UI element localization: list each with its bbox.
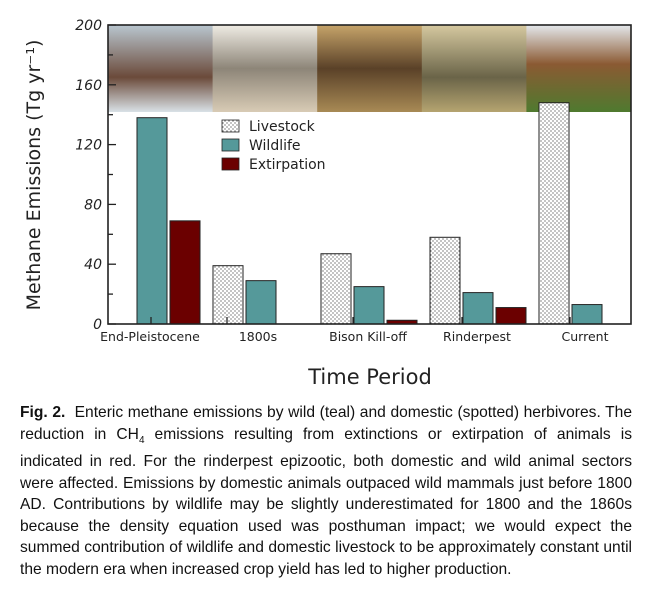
bar-livestock-3 bbox=[429, 236, 461, 325]
bar-livestock-2 bbox=[320, 253, 352, 325]
legend-swatch-wildlife bbox=[221, 138, 240, 152]
legend-swatch-livestock bbox=[221, 119, 240, 133]
caption-text-2: emissions resulting from extinctions or … bbox=[20, 425, 632, 578]
photo-0 bbox=[108, 25, 214, 112]
y-tick-label: 40 bbox=[84, 257, 102, 273]
caption-subscript: 4 bbox=[138, 434, 145, 446]
x-tick-label: Rinderpest bbox=[443, 329, 511, 344]
y-tick-label: 80 bbox=[84, 197, 102, 213]
y-tick-label: 200 bbox=[75, 18, 102, 34]
legend-label-extirpation: Extirpation bbox=[249, 157, 326, 173]
y-tick-label: 160 bbox=[75, 78, 102, 94]
y-tick-label: 0 bbox=[93, 317, 102, 333]
photo-4 bbox=[526, 25, 632, 112]
legend-label-livestock: Livestock bbox=[249, 119, 316, 135]
photo-2 bbox=[317, 25, 423, 112]
caption-text-1: Enteric methane emissions by wild (teal)… bbox=[20, 404, 632, 443]
photo-strip bbox=[108, 25, 632, 112]
bar-extirpation-3 bbox=[495, 307, 527, 325]
x-tick-label: Current bbox=[562, 329, 609, 344]
x-tick-label: 1800s bbox=[239, 329, 277, 344]
legend: Livestock Wildlife Extirpation bbox=[220, 115, 377, 173]
x-axis-label: Time Period bbox=[307, 365, 432, 389]
bar-livestock-1 bbox=[212, 265, 244, 325]
bar-wildlife-4 bbox=[571, 304, 603, 325]
photo-1 bbox=[212, 25, 318, 112]
bar-livestock-4 bbox=[538, 102, 570, 325]
x-tick-label: Bison Kill-off bbox=[329, 329, 407, 344]
y-tick-label: 120 bbox=[75, 138, 102, 154]
y-axis-label: Methane Emissions (Tg yr⁻¹) bbox=[23, 40, 45, 311]
bar-wildlife-1 bbox=[245, 280, 277, 325]
bar-wildlife-0 bbox=[136, 117, 168, 325]
bar-extirpation-0 bbox=[169, 220, 201, 325]
x-tick-label: End-Pleistocene bbox=[100, 329, 200, 344]
figure-caption: Fig. 2. Enteric methane emissions by wil… bbox=[20, 402, 632, 580]
bar-wildlife-2 bbox=[353, 286, 385, 325]
legend-label-wildlife: Wildlife bbox=[249, 138, 301, 154]
figure-label: Fig. 2. bbox=[20, 404, 66, 421]
legend-swatch-extirpation bbox=[221, 157, 240, 171]
methane-emissions-chart: 0 40 80 120 160 200 End-Pleistocene 1800s Bison… bbox=[23, 18, 632, 389]
bar-wildlife-3 bbox=[462, 292, 494, 325]
photo-3 bbox=[421, 25, 527, 112]
